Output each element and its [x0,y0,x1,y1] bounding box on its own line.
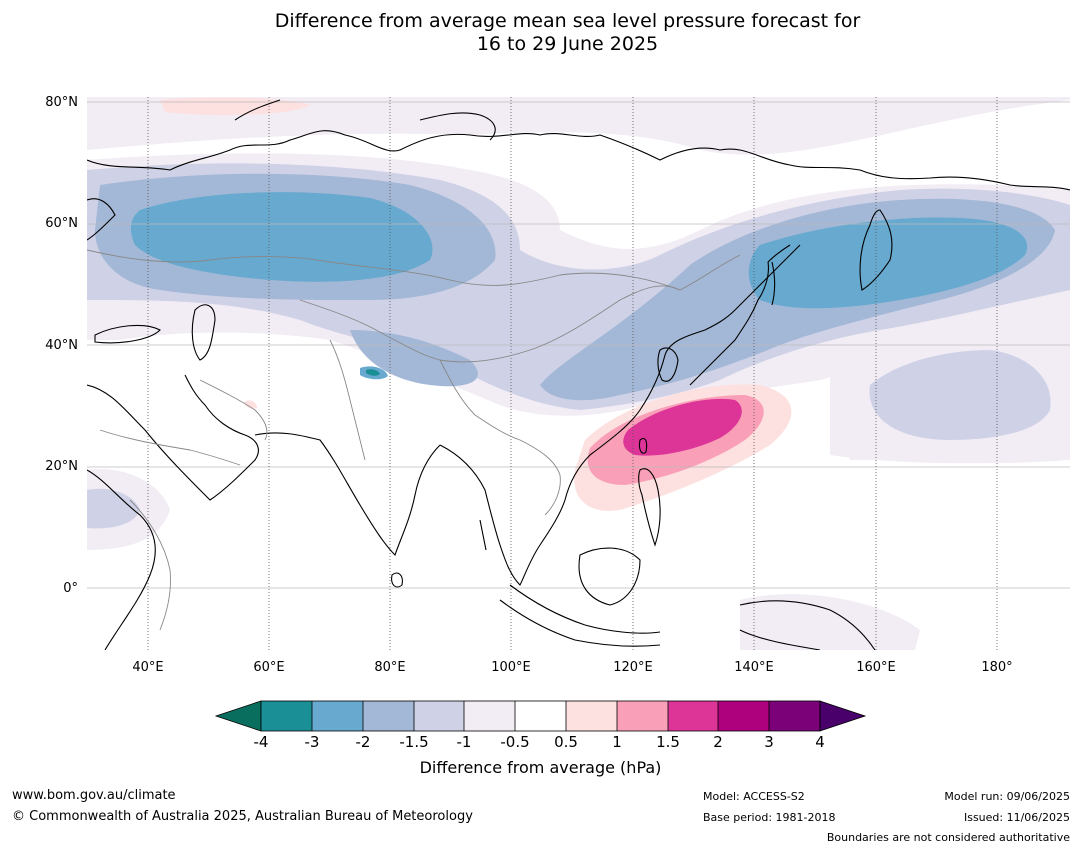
colorbar-tick-label: 3 [764,733,774,751]
anomaly-neg-1-sw [87,488,140,529]
anomaly-pos-0.5-sm [244,400,257,409]
colorbar-tick-label: 0.5 [554,733,578,751]
colorbar-tick-label: 4 [815,733,825,751]
colorbar-tick-label: -1.5 [399,733,429,751]
footer-base-period: Base period: 1981-2018 [703,811,836,824]
colorbar-bin-1-1.5 [617,701,668,731]
colorbar-tick-label: 2 [713,733,723,751]
colorbar-extend-low [214,700,262,732]
country-borders [87,249,741,631]
lon-label-140e: 140°E [734,660,774,675]
colorbar-title: Difference from average (hPa) [419,758,662,777]
lon-label-40e: 40°E [132,660,164,675]
lon-label-80e: 80°E [374,660,406,675]
lat-label-0: 0° [63,581,78,596]
colorbar-bin-2-3 [718,701,769,731]
footer-disclaimer: Boundaries are not considered authoritat… [826,831,1070,844]
map-plot-area [87,97,1070,650]
colorbar-bin-3-4 [769,701,820,731]
footer-url: www.bom.gov.au/climate [12,788,176,803]
colorbar-tick-label: -1 [456,733,472,751]
lon-label-180: 180° [981,660,1013,675]
meridians [147,97,998,650]
lat-label-60n: 60°N [45,216,78,231]
lon-label-60e: 60°E [253,660,285,675]
lon-label-160e: 160°E [856,660,896,675]
colorbar-bin-neg4-neg3 [261,701,312,731]
footer-model: Model: ACCESS-S2 [703,790,805,803]
colorbar-bin-neg0.5-0.5 [515,701,566,731]
colorbar-tick-label: 1 [612,733,622,751]
lat-label-40n: 40°N [45,338,78,353]
lat-label-20n: 20°N [45,459,78,474]
lon-label-120e: 120°E [613,660,653,675]
anomaly-neg-3-tibet [366,369,380,376]
anomaly-neg-1-east [869,350,1051,440]
colorbar-bin-neg1-neg0.5 [464,701,515,731]
colorbar-tick-label: 1.5 [656,733,680,751]
title-line-2: 16 to 29 June 2025 [476,33,659,55]
colorbar-bin-neg2-neg1.5 [363,701,414,731]
colorbar-tick-label: -4 [253,733,269,751]
colorbar-bin-neg3-neg2 [312,701,363,731]
coastlines [87,99,1070,650]
lat-label-80n: 80°N [45,95,78,110]
colorbar-extend-high [819,700,867,732]
colorbar-bin-1.5-2 [668,701,718,731]
anomaly-lt-neg-0.5-png [740,594,920,650]
colorbar-tick-label: -0.5 [500,733,530,751]
lon-label-100e: 100°E [491,660,531,675]
colorbar-bin-0.5-1 [566,701,617,731]
map-title: Difference from average mean sea level p… [0,10,1081,56]
footer-model-run: Model run: 09/06/2025 [944,790,1070,803]
colorbar [214,700,867,732]
colorbar-tick-label: -2 [355,733,371,751]
anomaly-shading [87,97,1070,650]
footer-issued: Issued: 11/06/2025 [963,811,1070,824]
anomaly-pos-1.5 [623,398,742,456]
title-line-1: Difference from average mean sea level p… [274,10,861,32]
graticule [87,101,1070,589]
anomaly-neg-2-west [130,192,433,282]
footer-copyright: © Commonwealth of Australia 2025, Austra… [12,809,473,824]
colorbar-tick-label: -3 [304,733,320,751]
colorbar-bin-neg1.5-neg1 [414,701,464,731]
